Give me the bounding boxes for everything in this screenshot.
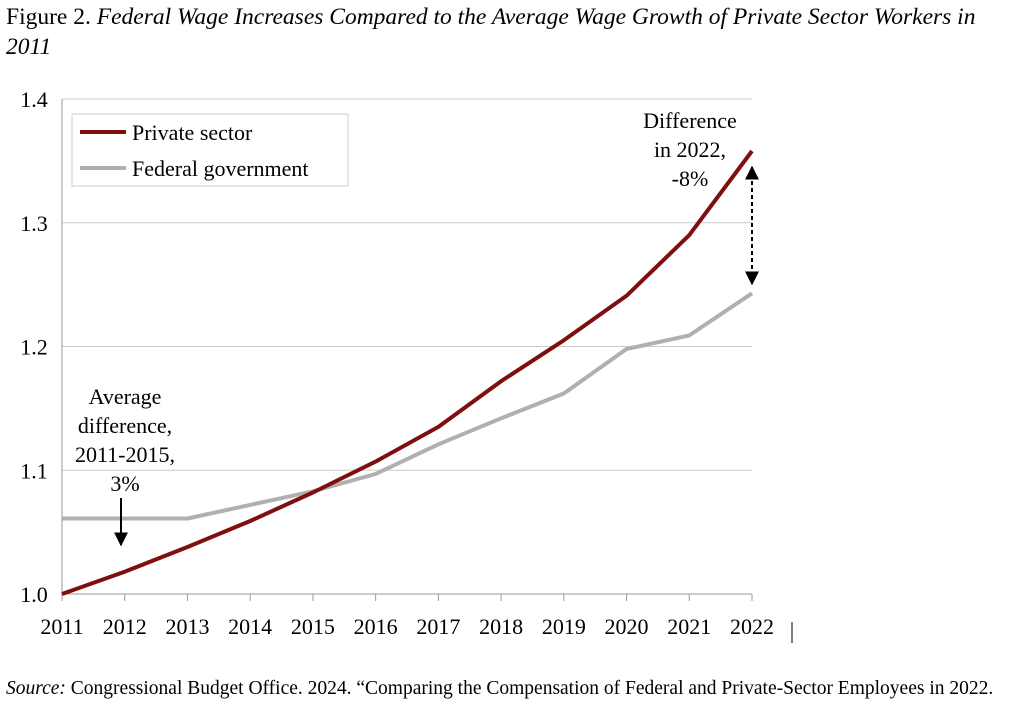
x-tick-label: 2013	[165, 614, 209, 639]
series-line-private-sector	[61, 149, 754, 596]
y-tick-label: 1.2	[20, 335, 48, 360]
y-tick-label: 1.4	[20, 87, 48, 112]
legend-label: Federal government	[132, 156, 309, 181]
series-line-federal-government	[62, 291, 754, 521]
annotation-average-line: 2011-2015,	[75, 442, 175, 467]
figure-number: Figure 2.	[6, 4, 91, 30]
figure-title: Figure 2. Federal Wage Increases Compare…	[6, 2, 1016, 62]
x-tick-label: 2012	[103, 614, 147, 639]
y-tick-label: 1.0	[20, 582, 48, 607]
source-note: Source: Congressional Budget Office. 202…	[6, 676, 1016, 701]
axes: 1.0 1.1 1.2 1.3 1.4 2011 2012 2013 2014 2015 2016 2…	[20, 87, 793, 643]
x-tick-label: 2018	[479, 614, 523, 639]
x-tick-label: 2022	[730, 614, 774, 639]
x-tick-label: 2020	[605, 614, 649, 639]
figure-title-text: Federal Wage Increases Compared to the A…	[6, 4, 976, 60]
x-tick-label: 2017	[416, 614, 460, 639]
x-tick-label: 2016	[354, 614, 398, 639]
annotations: Average difference, 2011-2015, 3% Difference…	[75, 108, 759, 547]
annotation-2022-line: -8%	[672, 166, 709, 191]
legend: Private sector Federal government	[71, 113, 349, 187]
annotation-average-line: 3%	[110, 471, 139, 496]
x-tick-label: 2014	[228, 614, 272, 639]
y-tick-label: 1.1	[20, 458, 48, 483]
legend-box	[71, 113, 349, 187]
y-tick-label: 1.3	[20, 211, 48, 236]
source-text: Congressional Budget Office. 2024. “Comp…	[65, 678, 994, 699]
annotation-2022-line: Difference	[643, 108, 737, 133]
series	[61, 149, 754, 596]
x-tick-label: 2019	[542, 614, 586, 639]
legend-label: Private sector	[132, 120, 253, 145]
annotation-average-line: difference,	[78, 413, 172, 438]
x-tick-label: 2011	[40, 614, 83, 639]
annotation-2022-line: in 2022,	[654, 137, 726, 162]
x-tick-label: 2015	[291, 614, 335, 639]
x-tick-label: 2021	[667, 614, 711, 639]
gridlines	[62, 98, 752, 471]
annotation-average-line: Average	[89, 384, 162, 409]
source-label: Source:	[6, 678, 66, 699]
